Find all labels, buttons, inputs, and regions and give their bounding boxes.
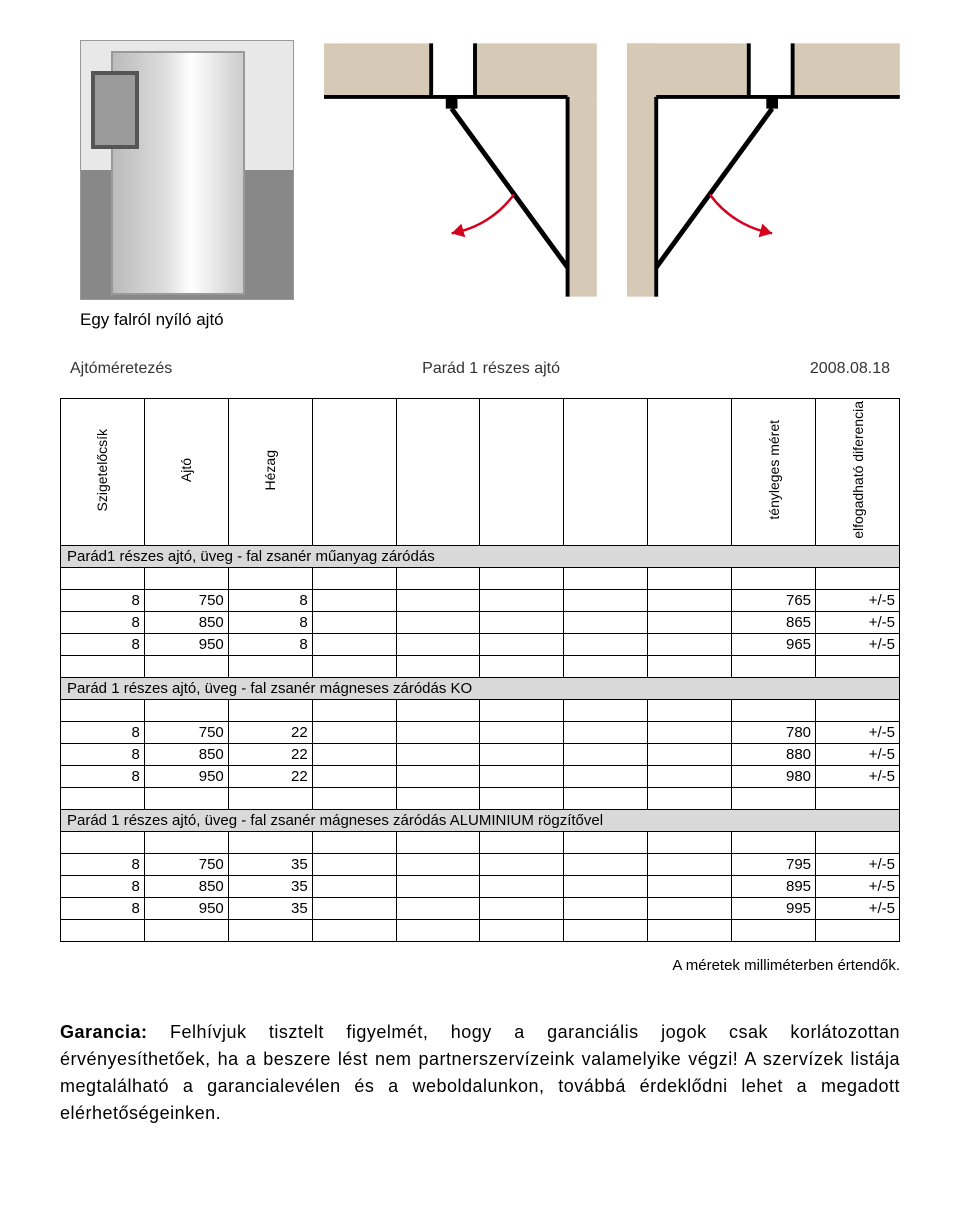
table-row: 885022880+/-5 xyxy=(61,743,900,765)
title-right: 2008.08.18 xyxy=(810,360,890,378)
section-title: Parád1 részes ajtó, üveg - fal zsanér mű… xyxy=(61,545,900,567)
caption: Egy falról nyíló ajtó xyxy=(80,310,224,329)
column-header xyxy=(564,399,648,546)
table-row: 885035895+/-5 xyxy=(61,875,900,897)
column-header: Ajtó xyxy=(144,399,228,546)
dimensions-table: SzigetelőcsíkAjtóHézag tényleges méretelf… xyxy=(60,398,900,942)
table-row: 895035995+/-5 xyxy=(61,897,900,919)
product-photo xyxy=(80,40,294,300)
column-header: Szigetelőcsík xyxy=(61,399,145,546)
section-title: Parád 1 részes ajtó, üveg - fal zsanér m… xyxy=(61,809,900,831)
column-header: elfogadható diferencia xyxy=(816,399,900,546)
column-header: Hézag xyxy=(228,399,312,546)
column-header xyxy=(480,399,564,546)
images-row xyxy=(60,40,900,300)
column-header xyxy=(396,399,480,546)
caption-row: Egy falról nyíló ajtó xyxy=(60,310,900,330)
table-row: 87508765+/-5 xyxy=(61,589,900,611)
column-header: tényleges méret xyxy=(732,399,816,546)
footnote: A méretek milliméterben értendők. xyxy=(60,957,900,974)
column-header xyxy=(648,399,732,546)
warranty-label: Garancia: xyxy=(60,1022,148,1042)
warranty-paragraph: Garancia: Felhívjuk tisztelt figyelmét, … xyxy=(60,1019,900,1127)
table-title-row: Ajtóméretezés Parád 1 részes ajtó 2008.0… xyxy=(60,360,900,378)
table-row: 89508965+/-5 xyxy=(61,633,900,655)
title-left: Ajtóméretezés xyxy=(70,360,172,378)
table-row: 875035795+/-5 xyxy=(61,853,900,875)
title-mid: Parád 1 részes ajtó xyxy=(422,360,560,378)
section-title: Parád 1 részes ajtó, üveg - fal zsanér m… xyxy=(61,677,900,699)
diagram-right xyxy=(627,40,900,300)
table-row: 895022980+/-5 xyxy=(61,765,900,787)
column-header xyxy=(312,399,396,546)
table-row: 88508865+/-5 xyxy=(61,611,900,633)
table-row: 875022780+/-5 xyxy=(61,721,900,743)
diagram-left xyxy=(324,40,597,300)
warranty-text: Felhívjuk tisztelt figyelmét, hogy a gar… xyxy=(60,1022,900,1123)
